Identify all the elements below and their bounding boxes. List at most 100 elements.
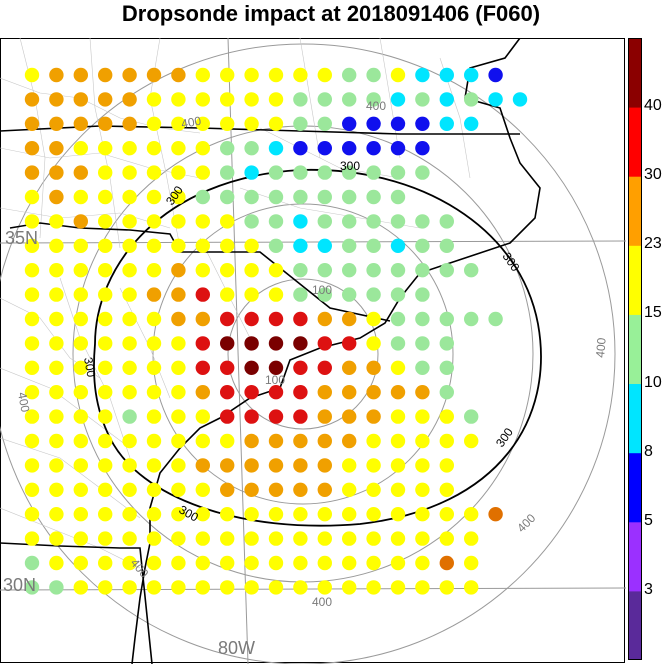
impact-dot (415, 555, 430, 571)
impact-dot (24, 360, 40, 375)
impact-dot (73, 409, 89, 424)
impact-dot (342, 433, 357, 449)
impact-dot (98, 116, 113, 131)
impact-dot (390, 238, 406, 253)
impact-dot (171, 482, 186, 497)
colorbar (628, 38, 642, 660)
impact-dot (244, 141, 259, 156)
impact-dot (24, 580, 40, 595)
impact-dot (195, 336, 210, 351)
impact-dot (244, 165, 259, 180)
impact-dot (171, 409, 186, 424)
impact-dot (415, 141, 430, 156)
impact-dot (98, 360, 113, 375)
impact-dot (390, 482, 406, 497)
colorbar-segment (628, 38, 642, 108)
impact-dot (244, 287, 259, 302)
impact-dot (268, 287, 284, 302)
impact-dot (342, 189, 357, 205)
impact-dot (146, 433, 162, 449)
impact-dot (390, 263, 406, 278)
impact-dot (171, 458, 186, 473)
impact-dot (268, 385, 284, 400)
impact-dot (195, 385, 210, 400)
impact-dot (390, 67, 406, 83)
impact-dot (244, 336, 259, 351)
impact-dot (439, 555, 454, 571)
impact-dot (244, 580, 259, 595)
colorbar-segment (628, 314, 642, 384)
impact-dot (122, 116, 137, 131)
impact-dot (98, 263, 113, 278)
impact-dot (220, 165, 235, 180)
impact-dot (146, 141, 162, 156)
impact-dot (73, 580, 89, 595)
impact-dot (317, 507, 332, 522)
contour-label-400-top: 400 (366, 99, 386, 113)
impact-dot (73, 311, 89, 327)
impact-dot (244, 458, 259, 473)
impact-dot (98, 458, 113, 473)
impact-dot (98, 141, 113, 156)
impact-dot (73, 458, 89, 473)
impact-dot (464, 263, 479, 278)
impact-dot (268, 189, 284, 205)
impact-dot (244, 385, 259, 400)
impact-dot (98, 482, 113, 497)
impact-dot (98, 385, 113, 400)
impact-dot (49, 409, 64, 424)
impact-dot (24, 189, 40, 205)
impact-dot (98, 409, 113, 424)
impact-dot (122, 263, 137, 278)
impact-dot (98, 238, 113, 253)
impact-dot (268, 238, 284, 253)
impact-dot (195, 287, 210, 302)
impact-dot (244, 409, 259, 424)
impact-dot (390, 531, 406, 546)
impact-dot (24, 507, 40, 522)
impact-dot (171, 385, 186, 400)
impact-dot (366, 67, 381, 83)
impact-dot (98, 433, 113, 449)
impact-dot (244, 67, 259, 83)
impact-dot (146, 263, 162, 278)
impact-dot (122, 385, 137, 400)
impact-dot (268, 165, 284, 180)
impact-dot (195, 165, 210, 180)
impact-dot (220, 531, 235, 546)
impact-dot (73, 67, 89, 83)
impact-dot (146, 238, 162, 253)
impact-dot (195, 141, 210, 156)
impact-dot (342, 116, 357, 131)
impact-dot (439, 409, 454, 424)
lat-label-30n: 30N (3, 575, 37, 595)
impact-dot (390, 336, 406, 351)
impact-dot (98, 92, 113, 107)
impact-dot (342, 67, 357, 83)
impact-dot (49, 385, 64, 400)
impact-dot (195, 580, 210, 595)
impact-dot (293, 214, 308, 229)
impact-dot (293, 141, 308, 156)
impact-dot (24, 141, 40, 156)
impact-dot (122, 67, 137, 83)
impact-dot (268, 141, 284, 156)
impact-dot (146, 385, 162, 400)
impact-dot (98, 336, 113, 351)
impact-dot (49, 214, 64, 229)
colorbar-segment (628, 245, 642, 315)
impact-dot (171, 214, 186, 229)
impact-dot (317, 433, 332, 449)
impact-dot (293, 580, 308, 595)
impact-dot (268, 116, 284, 131)
impact-dot (73, 482, 89, 497)
impact-dot (317, 311, 332, 327)
impact-dot (464, 531, 479, 546)
impact-dot (73, 238, 89, 253)
impact-dot (268, 92, 284, 107)
impact-dot (317, 336, 332, 351)
impact-dot (171, 67, 186, 83)
impact-dot (146, 67, 162, 83)
impact-dot (342, 165, 357, 180)
impact-dot (98, 67, 113, 83)
